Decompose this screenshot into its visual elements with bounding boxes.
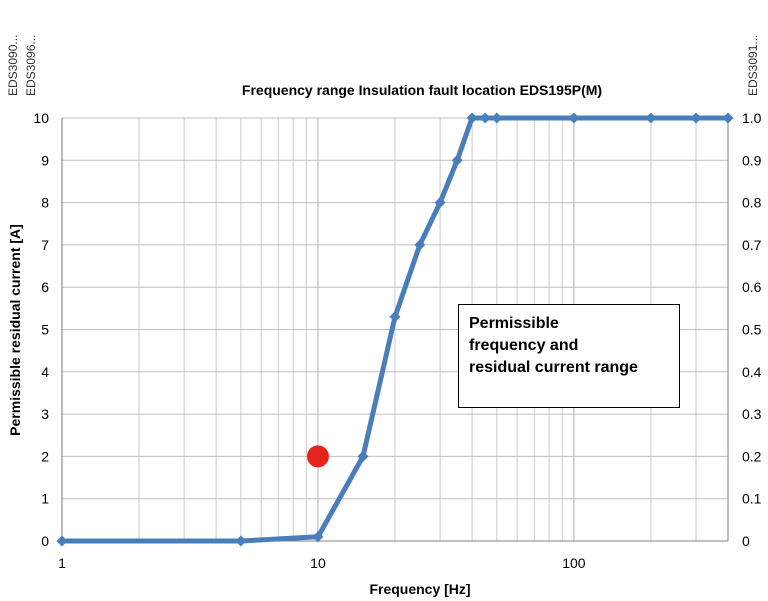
y-tick-label: 8 (41, 195, 49, 211)
y2-tick-label: 0.6 (742, 279, 762, 295)
y2-tick-label: 0.9 (742, 152, 762, 168)
y2-tick-label: 0.5 (742, 322, 762, 338)
data-point (235, 535, 247, 547)
y2-tick-label: 1.0 (742, 110, 762, 126)
data-point (722, 112, 734, 124)
y2-tick-label: 0.3 (742, 406, 762, 422)
x-tick-label: 1 (58, 555, 66, 571)
y-tick-label: 4 (41, 364, 49, 380)
annotation-box: Permissible frequency and residual curre… (458, 304, 680, 408)
data-series (56, 112, 734, 547)
data-point (414, 239, 426, 251)
y-tick-label: 7 (41, 237, 49, 253)
x-tick-label: 100 (562, 555, 586, 571)
y-tick-label: 9 (41, 152, 49, 168)
side-label-left-1: EDS3090... (6, 34, 20, 96)
data-point (645, 112, 657, 124)
y2-tick-label: 0.4 (742, 364, 762, 380)
y2-tick-label: 0 (742, 533, 750, 549)
y2-tick-label: 0.7 (742, 237, 762, 253)
y-tick-label: 6 (41, 279, 49, 295)
y2-tick-label: 0.2 (742, 448, 762, 464)
x-tick-label: 10 (310, 555, 326, 571)
annotation-line-2: frequency and (469, 337, 579, 354)
y-tick-label: 0 (41, 533, 49, 549)
y2-tick-label: 0.1 (742, 491, 762, 507)
side-label-left-2: EDS3096... (24, 34, 38, 96)
y-tick-label: 3 (41, 406, 49, 422)
chart-title: Frequency range Insulation fault locatio… (242, 82, 602, 98)
y-tick-label: 2 (41, 448, 49, 464)
y-tick-label: 1 (41, 491, 49, 507)
data-point (491, 112, 503, 124)
data-point (451, 154, 463, 166)
y2-tick-label: 0.8 (742, 195, 762, 211)
highlight-point (306, 445, 329, 468)
y-tick-label: 10 (33, 110, 49, 126)
data-point (479, 112, 491, 124)
data-point (389, 311, 401, 323)
data-point (690, 112, 702, 124)
data-point (568, 112, 580, 124)
data-point (357, 450, 369, 462)
side-label-right: EDS3091... (746, 34, 760, 96)
data-point (56, 535, 68, 547)
data-point (312, 531, 324, 543)
data-point (434, 197, 446, 209)
y-tick-label: 5 (41, 322, 49, 338)
y-axis-label: Permissible residual current [A] (7, 224, 23, 436)
data-point (466, 112, 478, 124)
annotation-line-3: residual current range (469, 359, 638, 376)
annotation-line-1: Permissible (469, 315, 559, 332)
tick-labels: 01234567891000.10.20.30.40.50.60.70.80.9… (33, 110, 761, 571)
x-axis-label: Frequency [Hz] (369, 581, 470, 597)
